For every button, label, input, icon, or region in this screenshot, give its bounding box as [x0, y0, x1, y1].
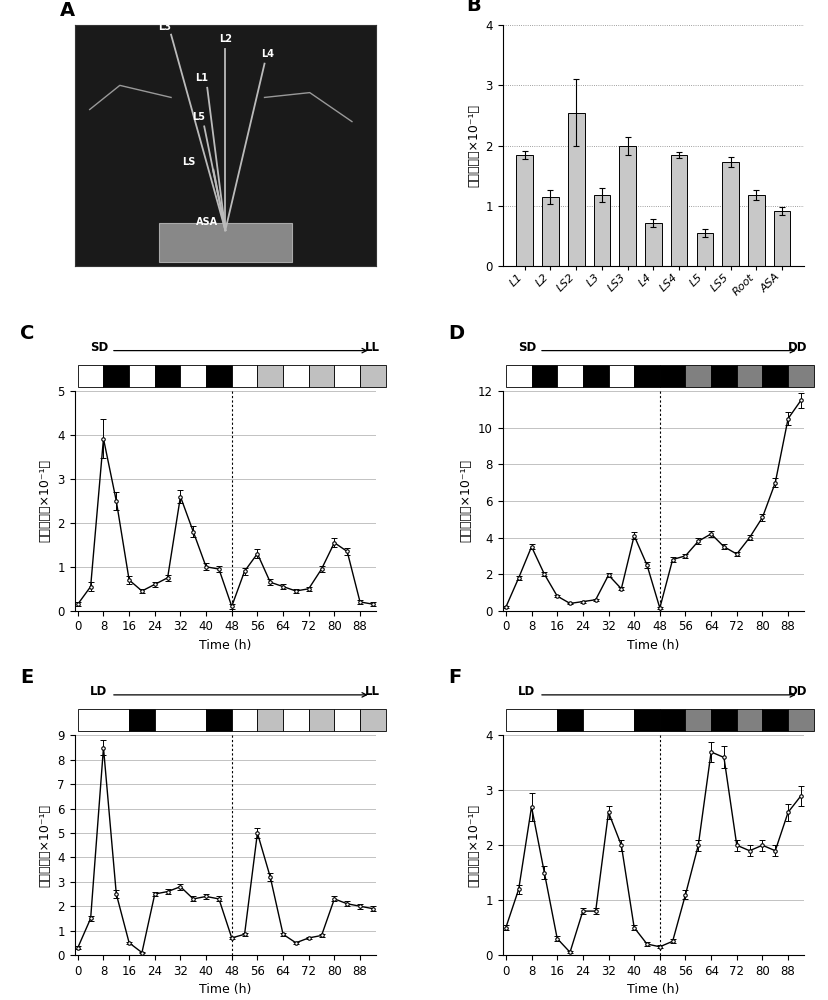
Text: L3: L3: [158, 22, 171, 32]
Bar: [567, 113, 584, 266]
Bar: [359, 365, 385, 387]
Text: B: B: [466, 0, 481, 15]
Text: L5: L5: [191, 112, 205, 122]
Bar: [659, 365, 685, 387]
Bar: [78, 709, 129, 731]
Bar: [685, 709, 710, 731]
Bar: [258, 365, 282, 387]
Text: C: C: [21, 324, 35, 343]
Text: DD: DD: [787, 341, 806, 354]
Bar: [710, 365, 736, 387]
Bar: [206, 709, 232, 731]
Bar: [721, 162, 738, 266]
Text: L4: L4: [261, 49, 274, 59]
Bar: [670, 155, 686, 266]
Text: A: A: [60, 1, 75, 20]
Bar: [308, 709, 334, 731]
Y-axis label: 相对水平（×10⁻¹）: 相对水平（×10⁻¹）: [39, 804, 52, 887]
Text: L1: L1: [195, 73, 208, 83]
X-axis label: Time (h): Time (h): [627, 639, 679, 652]
Text: F: F: [448, 668, 461, 687]
Bar: [129, 365, 155, 387]
Y-axis label: 相对水平（×10⁻¹）: 相对水平（×10⁻¹）: [466, 804, 479, 887]
Text: SD: SD: [89, 341, 108, 354]
Bar: [787, 365, 813, 387]
Bar: [155, 365, 181, 387]
Text: LD: LD: [518, 685, 535, 698]
Bar: [633, 709, 659, 731]
Bar: [232, 709, 258, 731]
Text: L2: L2: [219, 34, 232, 44]
Bar: [556, 365, 582, 387]
Y-axis label: 相对水平（×10⁻¹）: 相对水平（×10⁻¹）: [459, 459, 472, 542]
X-axis label: Time (h): Time (h): [627, 983, 679, 996]
Bar: [736, 709, 762, 731]
Y-axis label: 相对水平（×10⁻¹）: 相对水平（×10⁻¹）: [466, 104, 479, 187]
Bar: [334, 709, 359, 731]
Bar: [696, 233, 712, 266]
X-axis label: Time (h): Time (h): [199, 639, 251, 652]
Bar: [282, 709, 308, 731]
Bar: [747, 195, 763, 266]
Bar: [644, 223, 661, 266]
Y-axis label: 相对水平（×10⁻¹）: 相对水平（×10⁻¹）: [39, 459, 52, 542]
FancyBboxPatch shape: [159, 223, 291, 262]
Bar: [505, 365, 531, 387]
Bar: [773, 211, 789, 266]
Bar: [633, 365, 659, 387]
Text: DD: DD: [787, 685, 806, 698]
Bar: [531, 365, 556, 387]
X-axis label: Time (h): Time (h): [199, 983, 251, 996]
Text: D: D: [448, 324, 464, 343]
Bar: [542, 197, 558, 266]
Bar: [78, 365, 104, 387]
Bar: [359, 709, 385, 731]
Text: ASA: ASA: [196, 217, 218, 227]
Bar: [232, 365, 258, 387]
Bar: [608, 365, 633, 387]
Bar: [516, 155, 532, 266]
Bar: [762, 365, 787, 387]
Bar: [258, 709, 282, 731]
Bar: [282, 365, 308, 387]
Bar: [582, 709, 633, 731]
Bar: [155, 709, 206, 731]
Text: LS: LS: [182, 157, 195, 167]
Bar: [206, 365, 232, 387]
Bar: [762, 709, 787, 731]
Bar: [334, 365, 359, 387]
Bar: [685, 365, 710, 387]
Bar: [104, 365, 129, 387]
Bar: [659, 709, 685, 731]
Bar: [582, 365, 608, 387]
Bar: [556, 709, 582, 731]
Bar: [619, 146, 635, 266]
Text: SD: SD: [518, 341, 536, 354]
Bar: [505, 709, 556, 731]
Text: LL: LL: [364, 341, 379, 354]
Bar: [593, 195, 609, 266]
Bar: [181, 365, 206, 387]
Bar: [710, 709, 736, 731]
Text: LD: LD: [89, 685, 107, 698]
Text: LL: LL: [364, 685, 379, 698]
Text: E: E: [21, 668, 34, 687]
Bar: [787, 709, 813, 731]
Bar: [129, 709, 155, 731]
Bar: [308, 365, 334, 387]
Bar: [736, 365, 762, 387]
